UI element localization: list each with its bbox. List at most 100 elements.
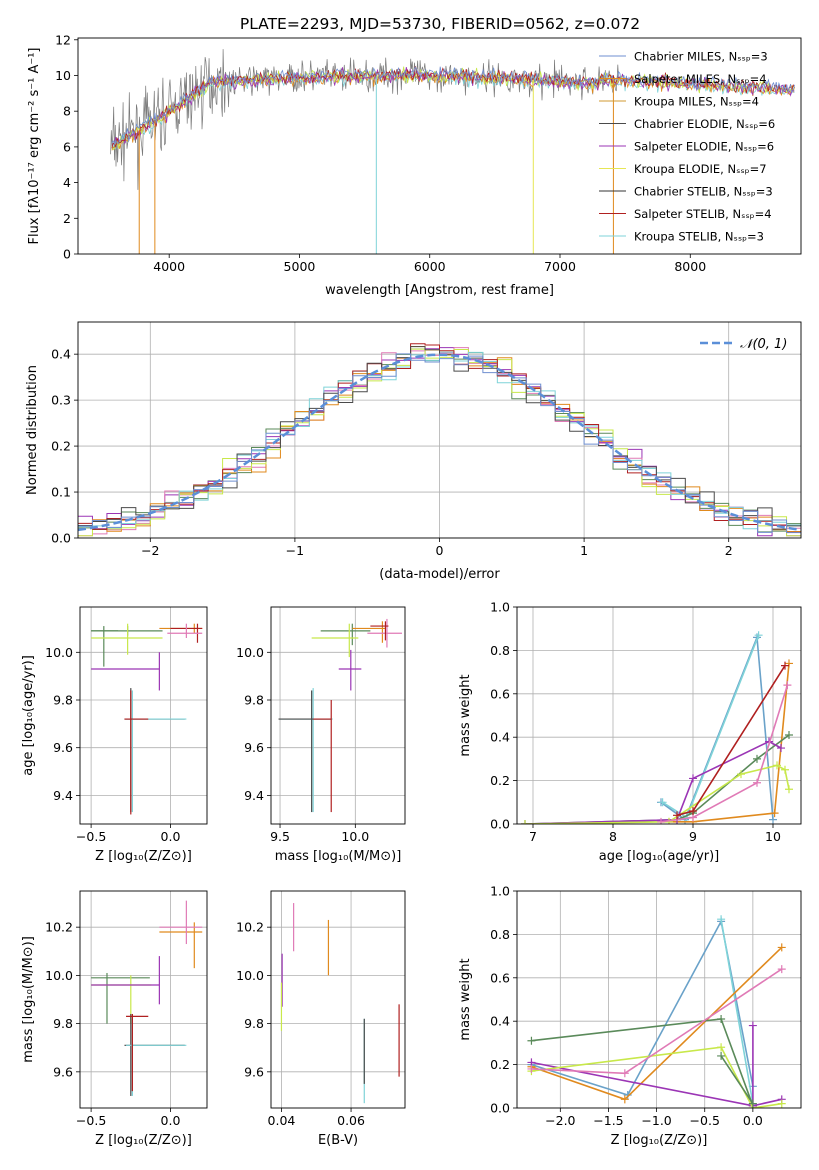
weight-marker <box>527 1036 536 1045</box>
x-tick-label: 7000 <box>544 259 576 274</box>
x-axis-label: wavelength [Angstrom, rest frame] <box>325 283 554 298</box>
y-tick-label: 0.2 <box>490 1057 510 1072</box>
axes-frame <box>270 890 406 1109</box>
x-tick-label: −0.5 <box>76 829 106 844</box>
weight-marker <box>717 1015 726 1024</box>
y-tick-label: 10.0 <box>236 968 264 983</box>
plot-area-age-vs-Z <box>80 607 207 824</box>
x-axis-label: Z [log₁₀(Z/Z⊙)] <box>611 1133 708 1148</box>
x-tick-label: 0.0 <box>161 1113 181 1128</box>
x-tick-label: 0.0 <box>743 1113 763 1128</box>
legend-entry: Salpeter STELIB, Nₛₛₚ=4 <box>634 207 772 221</box>
weight-marker <box>521 820 529 824</box>
y-tick-label: 10 <box>55 68 71 83</box>
spectrum-model-line <box>111 66 795 145</box>
x-tick-label: 7 <box>529 829 537 844</box>
weight-marker <box>770 809 779 818</box>
weight-series-line <box>531 1046 782 1108</box>
legend-entry: Salpeter MILES, Nₛₛₚ=4 <box>634 72 767 86</box>
y-tick-label: 10.0 <box>236 645 264 660</box>
y-tick-label: 0.1 <box>51 485 71 500</box>
y-tick-label: 9.6 <box>53 740 73 755</box>
y-tick-label: 0.4 <box>490 1014 510 1029</box>
weight-marker <box>748 1099 757 1108</box>
y-tick-label: 6 <box>63 139 71 154</box>
x-tick-label: 0.0 <box>161 829 181 844</box>
x-axis-label: Z [log₁₀(Z/Z⊙)] <box>95 1133 192 1148</box>
y-tick-label: 1.0 <box>490 884 510 899</box>
weight-series-line <box>660 684 789 823</box>
y-tick-label: 9.8 <box>244 1016 264 1031</box>
y-axis-label: Normed distribution <box>25 365 40 495</box>
x-axis-label: age [log₁₀(age/yr)] <box>599 849 720 864</box>
y-tick-label: 9.4 <box>53 788 73 803</box>
weight-series-line <box>669 663 790 823</box>
x-tick-label: 0 <box>436 543 444 558</box>
y-tick-label: 10.0 <box>45 645 73 660</box>
plot-area-spectrum <box>110 49 795 254</box>
weight-marker <box>781 661 789 670</box>
y-tick-label: 10.0 <box>45 968 73 983</box>
weight-series-line <box>524 740 782 824</box>
x-tick-label: 4000 <box>153 259 185 274</box>
x-tick-label: 10 <box>765 829 781 844</box>
weight-marker <box>689 774 697 783</box>
y-tick-label: 9.6 <box>244 740 264 755</box>
weight-series-line <box>720 1055 754 1105</box>
y-tick-label: 0.8 <box>490 927 510 942</box>
x-tick-label: −1.5 <box>593 1113 623 1128</box>
weight-marker <box>658 798 667 807</box>
axes-frame <box>516 606 802 825</box>
histogram-series <box>78 351 801 530</box>
y-tick-label: 0.3 <box>51 393 71 408</box>
y-tick-label: 9.6 <box>53 1064 73 1079</box>
x-tick-label: −1.0 <box>641 1113 671 1128</box>
x-tick-label: 9.5 <box>270 829 290 844</box>
x-axis-label: (data-model)/error <box>379 567 500 582</box>
weight-marker <box>785 659 793 668</box>
plot-layer: 4000 5000 6000 7000 8000024681012wavelength … <box>21 32 802 1148</box>
weight-marker <box>748 1021 757 1030</box>
y-tick-label: 0.6 <box>490 970 510 985</box>
x-tick-label: 0.04 <box>268 1113 296 1128</box>
weight-marker <box>717 915 726 924</box>
weight-marker <box>527 1064 536 1073</box>
axes-frame <box>79 890 208 1109</box>
y-tick-label: 0.6 <box>490 686 510 701</box>
y-tick-label: 8 <box>63 104 71 119</box>
spectrum-model-line <box>111 67 795 147</box>
plot-area-weight-vs-age <box>517 607 801 824</box>
x-tick-label: 5000 <box>284 259 316 274</box>
weight-marker <box>783 681 792 690</box>
legend-entry: Salpeter ELODIE, Nₛₛₚ=6 <box>634 140 774 154</box>
y-tick-label: 9.4 <box>244 788 264 803</box>
y-axis-label: mass [log₁₀(M/M⊙)] <box>21 936 36 1063</box>
weight-marker <box>777 744 785 753</box>
weight-marker <box>657 817 665 824</box>
y-tick-label: 10.2 <box>45 920 73 935</box>
x-tick-label: 8000 <box>674 259 706 274</box>
weight-marker <box>777 1099 786 1108</box>
figure-title: PLATE=2293, MJD=53730, FIBERID=0562, z=0… <box>240 15 640 33</box>
legend-entry: Chabrier MILES, Nₛₛₚ=3 <box>634 50 768 64</box>
plot-area-residuals <box>78 322 801 538</box>
x-tick-label: −1 <box>286 543 304 558</box>
y-tick-label: 0.2 <box>490 773 510 788</box>
weight-marker <box>753 754 761 763</box>
weight-marker <box>777 965 786 974</box>
y-tick-label: 9.8 <box>53 1016 73 1031</box>
weight-series-line <box>524 764 790 824</box>
y-axis-label: mass weight <box>458 958 473 1040</box>
x-tick-label: 10.0 <box>341 829 369 844</box>
x-tick-label: 2 <box>725 543 733 558</box>
weight-marker <box>673 811 681 820</box>
weight-marker <box>717 1043 726 1052</box>
weight-marker <box>689 806 697 815</box>
x-tick-label: 9 <box>689 829 697 844</box>
y-axis-label: mass weight <box>458 674 473 756</box>
y-tick-label: 9.8 <box>53 693 73 708</box>
y-tick-label: 0.0 <box>51 531 71 546</box>
y-tick-label: 9.8 <box>244 693 264 708</box>
x-tick-label: −2.0 <box>545 1113 575 1128</box>
